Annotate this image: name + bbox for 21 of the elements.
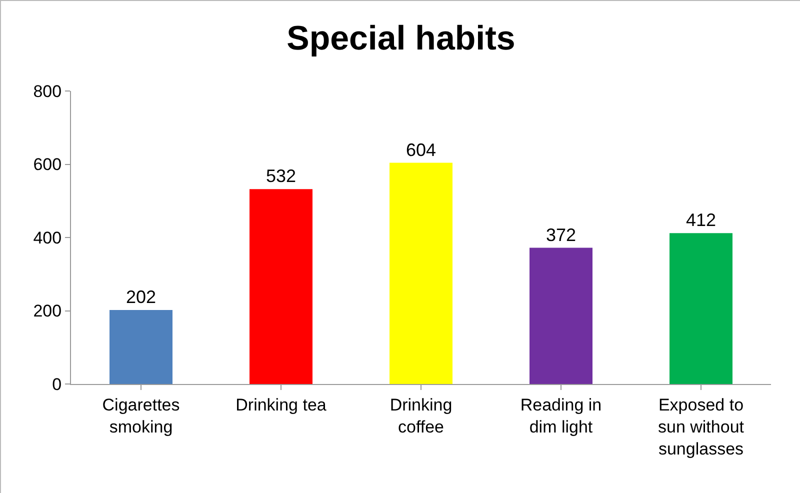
y-tick-label: 400 xyxy=(33,228,62,248)
chart-title: Special habits xyxy=(286,19,516,58)
y-tick-label: 600 xyxy=(33,155,62,174)
data-label: 412 xyxy=(686,210,716,230)
y-tick-label: 0 xyxy=(52,374,62,394)
bar xyxy=(530,248,592,384)
data-label: 202 xyxy=(126,287,156,308)
x-tick-label: Reading in dim light xyxy=(520,395,602,436)
bar xyxy=(250,189,312,384)
data-label: 372 xyxy=(546,224,576,245)
y-tick-label: 800 xyxy=(33,82,62,101)
data-label: 532 xyxy=(266,166,296,186)
x-tick-label: Drinking coffee xyxy=(390,395,452,436)
x-tick-label: Cigarettes smoking xyxy=(102,395,180,436)
y-tick-label: 200 xyxy=(33,302,62,321)
bar xyxy=(670,233,732,384)
bar xyxy=(110,310,172,384)
data-label: 604 xyxy=(406,140,436,160)
x-tick-label: Drinking tea xyxy=(236,395,327,414)
x-tick-label: Exposed to sun without sunglasses xyxy=(658,395,744,459)
bar xyxy=(390,162,452,384)
